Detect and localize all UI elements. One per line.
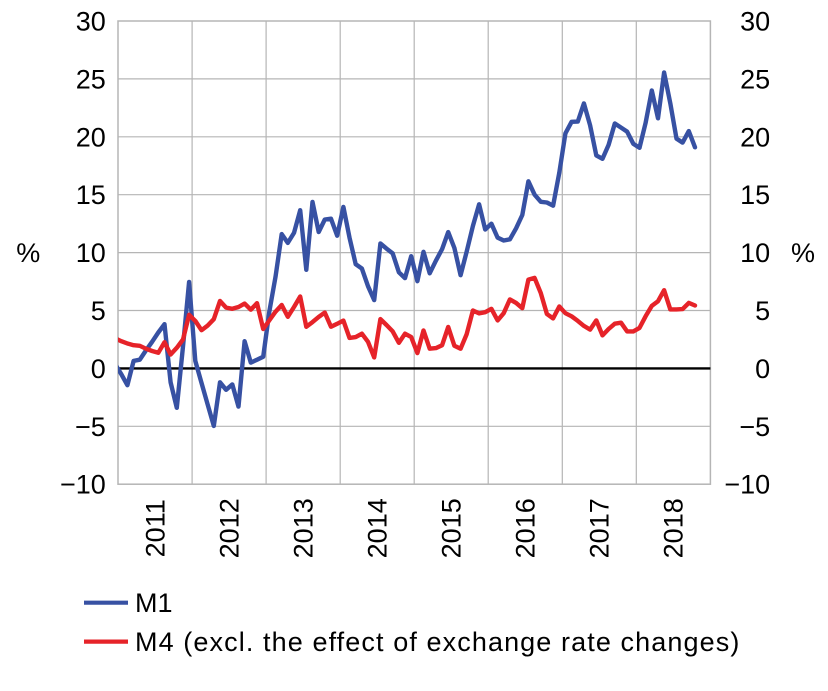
svg-text:2015: 2015 [437, 498, 467, 558]
svg-text:30: 30 [76, 7, 106, 37]
svg-text:2013: 2013 [289, 498, 319, 558]
svg-text:20: 20 [740, 122, 770, 152]
svg-text:10: 10 [740, 238, 770, 268]
svg-text:25: 25 [740, 64, 770, 94]
svg-text:20: 20 [76, 122, 106, 152]
svg-text:30: 30 [740, 7, 770, 37]
svg-text:15: 15 [740, 180, 770, 210]
svg-text:%: % [16, 238, 40, 268]
svg-text:−5: −5 [75, 412, 106, 442]
svg-text:0: 0 [755, 354, 770, 384]
svg-text:2016: 2016 [511, 498, 541, 558]
svg-text:10: 10 [76, 238, 106, 268]
svg-text:0: 0 [91, 354, 106, 384]
svg-text:2011: 2011 [140, 499, 170, 557]
svg-text:15: 15 [76, 180, 106, 210]
svg-text:−10: −10 [724, 470, 770, 500]
svg-text:%: % [791, 238, 815, 268]
svg-text:−10: −10 [60, 470, 106, 500]
svg-text:25: 25 [76, 64, 106, 94]
svg-text:2017: 2017 [585, 498, 615, 558]
svg-text:5: 5 [755, 296, 770, 326]
svg-text:2012: 2012 [214, 498, 244, 558]
svg-text:−5: −5 [739, 412, 770, 442]
svg-text:M1: M1 [135, 588, 173, 618]
svg-text:2014: 2014 [363, 498, 393, 558]
svg-text:M4 (excl. the effect of exchan: M4 (excl. the effect of exchange rate ch… [135, 627, 740, 657]
svg-text:5: 5 [91, 296, 106, 326]
svg-text:2018: 2018 [659, 498, 689, 558]
